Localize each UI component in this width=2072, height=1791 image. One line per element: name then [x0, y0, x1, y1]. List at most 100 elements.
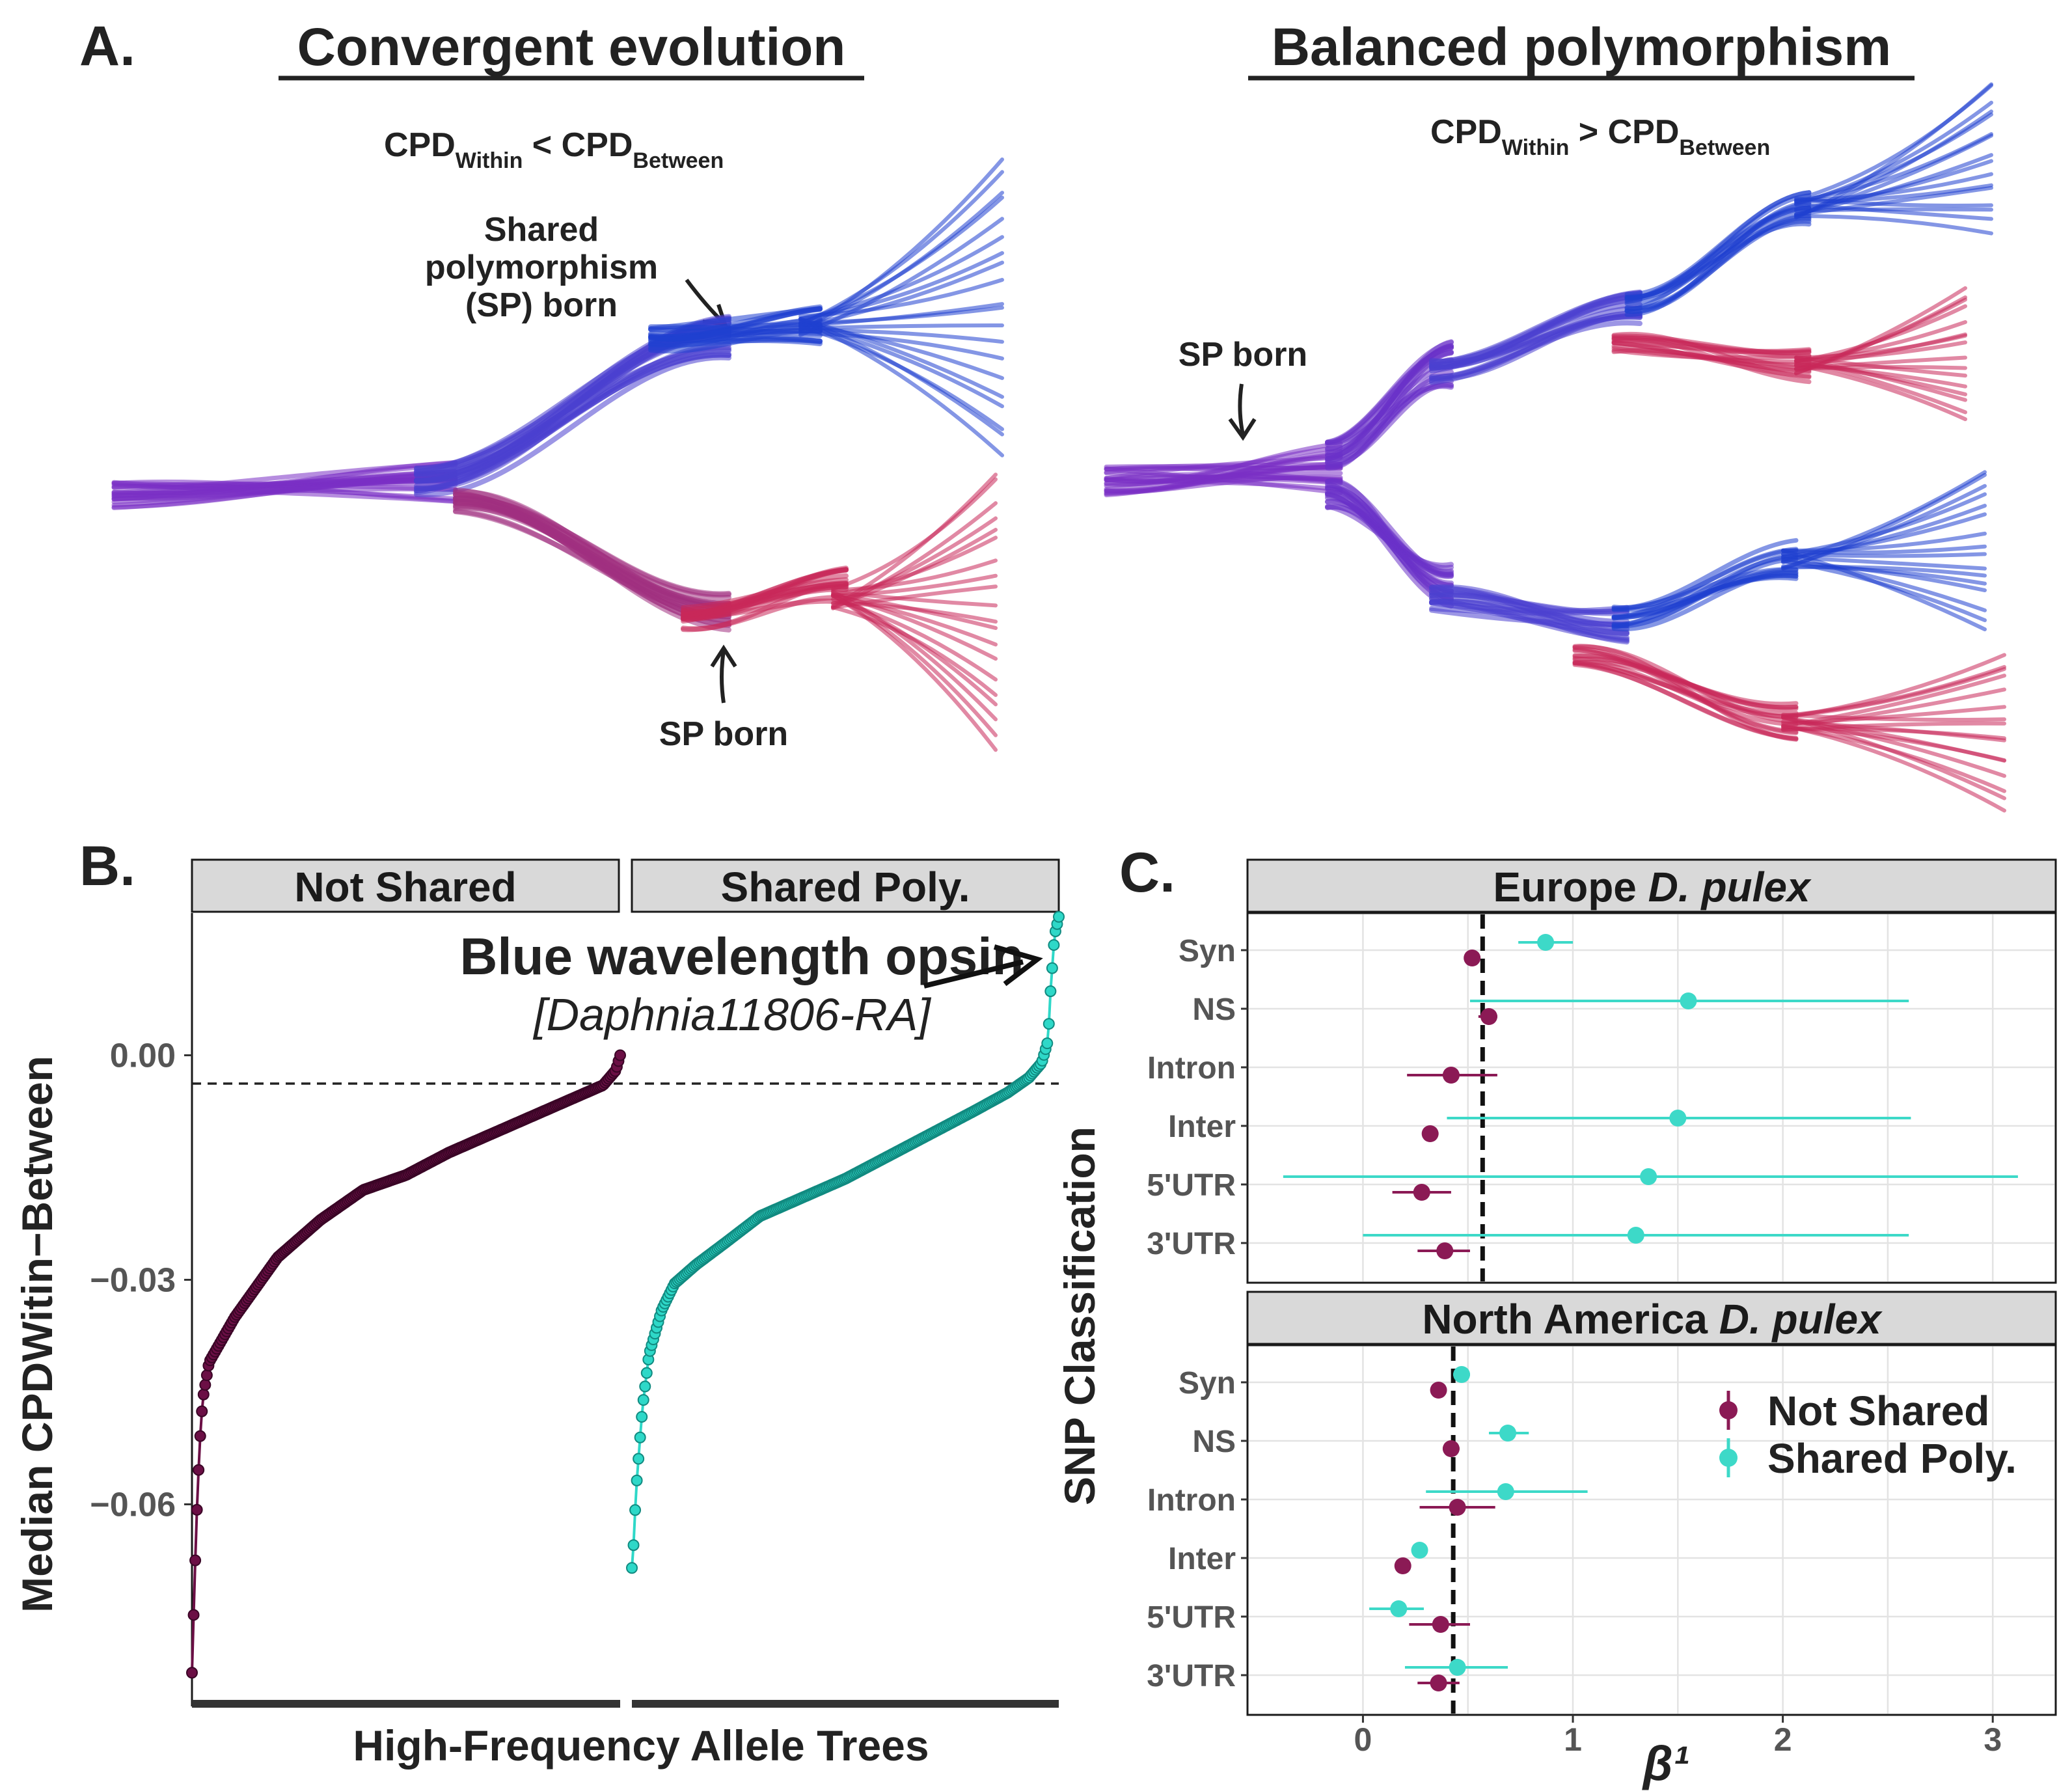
c-category-label: NS [1192, 992, 1236, 1027]
tree-branch [1794, 207, 1993, 213]
b-data-point [633, 1453, 645, 1465]
c-estimate-point [1480, 1008, 1497, 1025]
left-formula: CPDWithin < CPDBetween [384, 126, 724, 173]
b-data-point [637, 1394, 649, 1406]
tree-branch [1104, 476, 1343, 492]
b-data-point [1041, 1037, 1054, 1050]
b-data-point [636, 1411, 648, 1423]
tree-branch [414, 351, 731, 493]
tree-branch [1624, 213, 1812, 314]
facet-strip-shared [631, 858, 1060, 913]
tree-branch [1325, 383, 1454, 467]
facet-strip-europe [1246, 858, 2057, 913]
tree-branch [1572, 656, 1799, 710]
opsin-annotation-subtitle: [Daphnia11806-RA] [532, 989, 931, 1040]
c-category-label: Intron [1147, 1483, 1236, 1518]
tree-branch [1781, 713, 2006, 722]
c-estimate-point [1449, 1499, 1466, 1516]
tree-branch [1429, 590, 1629, 635]
b-y-tick-label: −0.03 [90, 1262, 176, 1300]
c-estimate-point [1449, 1659, 1466, 1676]
b-data-point [1043, 1018, 1055, 1030]
c-estimate-point [1390, 1600, 1408, 1617]
c-estimate-point [1432, 1616, 1449, 1633]
c-estimate-point [1680, 992, 1697, 1009]
tree-branch [1794, 202, 1993, 221]
tree-branch [831, 590, 998, 722]
b-y-axis-label: Median CPDWitin−Between [13, 1056, 61, 1613]
sp-annotation-line-3: (SP) born [465, 286, 618, 324]
tree-branch [1781, 544, 1987, 555]
b-data-point [627, 1539, 640, 1552]
b-data-point [196, 1405, 208, 1417]
tree-branch [1794, 214, 1993, 236]
tree-branch [798, 277, 1004, 318]
c-estimate-point [1499, 1425, 1517, 1442]
b-series-line [191, 1054, 621, 1673]
tree-branch [648, 328, 823, 342]
tree-branch [831, 590, 998, 608]
tree-branch [1794, 356, 1967, 402]
b-data-point [189, 1554, 202, 1566]
b-data-point [186, 1667, 198, 1679]
b-y-tick-label: 0.00 [110, 1037, 176, 1075]
c-estimate-point [1421, 1125, 1439, 1142]
schematic-trees [111, 82, 2006, 813]
right-sp-born-arrowhead [1228, 418, 1257, 441]
c-estimate-point [1413, 1184, 1430, 1201]
b-data-point [1053, 910, 1065, 923]
c-estimate-point [1411, 1542, 1428, 1559]
legend-label-not-shared: Not Shared [1767, 1388, 1989, 1434]
tree-branch [831, 592, 998, 661]
legend-key-shared [1719, 1449, 1738, 1467]
facet-strip-north-america [1246, 1291, 2057, 1345]
c-x-tick-label: 2 [1774, 1721, 1792, 1758]
b-y-tick-label: −0.06 [90, 1486, 176, 1524]
facet-label-shared: Shared Poly. [721, 864, 970, 910]
left-sp-born-arrow [720, 650, 726, 704]
left-sp-born-arrowhead [710, 644, 737, 668]
tree-branch [831, 592, 998, 631]
panel-a-letter: A. [79, 15, 135, 77]
tree-branch [1572, 662, 1799, 741]
c-category-label: Inter [1168, 1542, 1236, 1576]
tree-branch [798, 316, 1004, 437]
b-data-point [191, 1503, 203, 1516]
b-data-point [1044, 985, 1057, 998]
series-not-shared [186, 1049, 626, 1679]
forest-plot-north-america: Syn NS Intron Inter 5'UTR 3'UTR [1147, 1347, 2054, 1714]
tree-branch [831, 558, 998, 592]
opsin-annotation-arrow [923, 959, 1024, 989]
b-data-point [200, 1369, 213, 1382]
tree-branch [111, 479, 458, 504]
c-x-tick-label: 1 [1564, 1721, 1582, 1758]
facet-strip-not-shared [191, 858, 620, 913]
c-x-tick-label: 0 [1354, 1721, 1372, 1758]
tree-branch [1781, 548, 1987, 631]
facet-panel-europe [1246, 912, 2057, 1284]
tree-branch [1794, 355, 1967, 378]
c-category-label: 3'UTR [1147, 1659, 1236, 1693]
tree-branch [1781, 666, 2006, 719]
b-x-axis-bar-left [192, 1700, 620, 1708]
b-x-axis-label: High-Frequency Allele Trees [353, 1721, 929, 1770]
tree-branch [111, 460, 458, 496]
b-data-point [640, 1367, 653, 1379]
c-x-tick-label: 3 [1983, 1721, 2002, 1758]
tree-branch [1429, 310, 1643, 379]
c-x-axis-label: β¹ [1642, 1736, 1689, 1790]
b-data-point [193, 1464, 205, 1476]
b-data-point [1048, 939, 1060, 951]
sp-annotation-line-2: polymorphism [425, 249, 658, 286]
opsin-annotation-arrowhead [993, 944, 1043, 987]
c-estimate-point [1497, 1483, 1514, 1500]
c-estimate-point [1464, 950, 1481, 966]
c-estimate-point [1640, 1168, 1657, 1185]
tree-branch [1794, 358, 1967, 415]
c-category-label: Intron [1147, 1051, 1236, 1086]
tree-branch [1781, 723, 2006, 813]
b-data-point [634, 1431, 646, 1443]
c-estimate-point [1436, 1242, 1454, 1259]
left-title: Convergent evolution [297, 18, 846, 77]
tree-branch [1794, 197, 1993, 208]
